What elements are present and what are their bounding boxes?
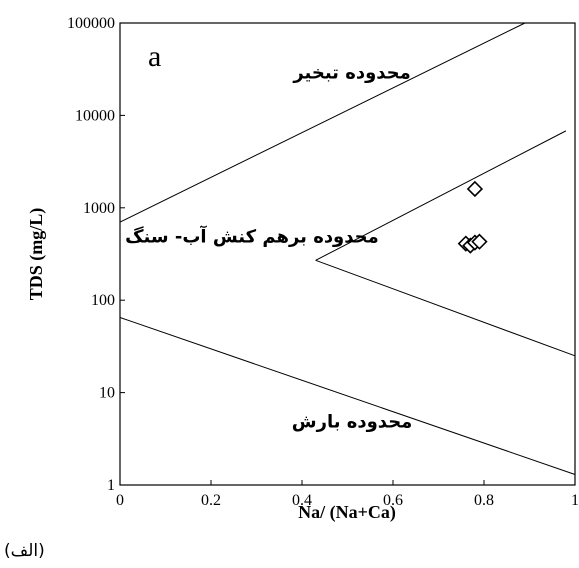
region-label: محدوده تبخیر [292,63,410,84]
x-tick-label: 0.6 [383,492,403,509]
y-axis-ticks: 1 10 100 1000 10000 100000 [67,15,125,494]
boundary-line-2 [315,130,567,261]
region-label: محدوده بارش [292,411,413,432]
boundary-line-3 [315,259,576,357]
data-points [457,180,488,254]
x-tick-label: 1 [571,492,579,509]
x-tick-label: 0.4 [292,492,312,509]
y-tick-label: 100 [91,292,115,309]
x-tick-label: 0.8 [474,492,494,509]
data-point [466,180,484,198]
region-labels: محدوده تبخیر محدوده برهم کنش آب- سنگ محدود… [125,63,412,433]
x-tick-label: 0.2 [201,492,221,509]
panel-label: a [148,40,161,73]
y-tick-label: 1 [107,477,115,494]
plot-frame [119,22,576,486]
boundary-lines [119,22,576,475]
y-tick-label: 1000 [83,200,115,217]
x-tick-label: 0 [116,492,124,509]
y-tick-label: 10 [99,385,115,402]
y-axis-title: TDS (mg/L) [26,208,47,301]
region-label: محدوده برهم کنش آب- سنگ [125,225,379,248]
y-tick-label: 10000 [75,107,115,124]
x-axis-ticks: 0 0.2 0.4 0.6 0.8 1 [116,480,579,509]
boundary-line-4 [119,317,576,475]
y-tick-label: 100000 [67,15,115,32]
boundary-line-1 [119,22,526,223]
x-axis-title: Na/ (Na+Ca) [298,502,396,523]
figure-caption: (الف) [4,541,45,561]
data-point [471,233,488,250]
